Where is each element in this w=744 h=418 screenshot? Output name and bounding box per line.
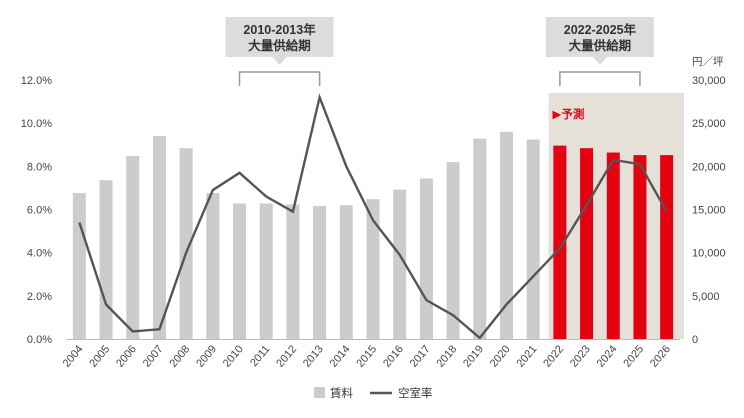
- line-layer: [78, 93, 668, 340]
- x-tick-2015: 2015: [354, 343, 379, 369]
- callout-pointer-0: [272, 57, 287, 65]
- y-right-tick-5: 25,000: [692, 118, 726, 130]
- x-tick-2013: 2013: [301, 343, 326, 369]
- bar-2009: [206, 193, 220, 339]
- bar-2013: [313, 206, 327, 339]
- x-tick-2020: 2020: [488, 343, 513, 369]
- callout-pointer-1: [592, 57, 607, 65]
- y-right-unit-label: 円／坪: [692, 55, 724, 68]
- callout-box-1: [545, 17, 654, 57]
- legend-item-1: 空室率: [370, 386, 433, 400]
- callout-line2-0: 大量供給期: [248, 38, 311, 53]
- bar-2014: [339, 205, 353, 339]
- x-tick-2004: 2004: [61, 343, 86, 369]
- x-tick-2024: 2024: [595, 343, 620, 369]
- x-tick-2010: 2010: [221, 343, 246, 369]
- x-tick-2016: 2016: [381, 343, 406, 369]
- y-left-tick-0: 0.0%: [27, 334, 52, 346]
- bar-2018: [446, 162, 460, 339]
- y-right-tick-6: 30,000: [692, 75, 726, 87]
- bar-2012: [286, 204, 300, 339]
- bar-2016: [393, 189, 407, 339]
- bar-2020: [499, 131, 513, 339]
- bar-2008: [179, 148, 193, 339]
- x-tick-2025: 2025: [621, 343, 646, 369]
- callout-bracket-1: [559, 71, 641, 86]
- legend-layer: 賃料 空室率: [314, 386, 433, 400]
- bar-2022: [553, 145, 567, 339]
- legend-label-1: 空室率: [398, 386, 433, 400]
- legend-item-0: 賃料: [314, 386, 353, 400]
- callout-line1-0: 2010-2013年: [243, 22, 316, 37]
- legend-label-0: 賃料: [330, 386, 353, 400]
- y-left-tick-5: 10.0%: [21, 118, 52, 130]
- bar-2010: [233, 203, 247, 339]
- x-tick-2005: 2005: [87, 343, 112, 369]
- y-left-tick-3: 6.0%: [27, 205, 52, 217]
- x-tick-2026: 2026: [648, 343, 673, 369]
- x-tick-2006: 2006: [114, 343, 139, 369]
- legend-swatch-bar: [314, 387, 325, 398]
- bar-2026: [660, 155, 674, 339]
- x-tick-2017: 2017: [408, 343, 433, 369]
- y-left-tick-4: 8.0%: [27, 161, 52, 173]
- bar-2017: [419, 178, 433, 339]
- y-left-tick-6: 12.0%: [21, 75, 52, 87]
- bars-layer: [72, 131, 674, 339]
- callout-line2-1: 大量供給期: [569, 38, 632, 53]
- x-tick-2014: 2014: [328, 343, 353, 369]
- bar-2011: [259, 203, 273, 339]
- x-tick-2007: 2007: [141, 343, 166, 369]
- callout-line1-1: 2022-2025年: [564, 22, 637, 37]
- bar-2024: [606, 152, 620, 339]
- callout-bracket-0: [238, 71, 321, 86]
- bar-2023: [580, 148, 594, 339]
- y-right-tick-1: 5,000: [692, 291, 720, 303]
- bar-2021: [526, 139, 540, 339]
- x-tick-2022: 2022: [541, 343, 566, 369]
- bar-2004: [72, 193, 86, 339]
- y-right-tick-2: 10,000: [692, 248, 726, 260]
- bar-2006: [126, 155, 140, 339]
- y-left-tick-2: 4.0%: [27, 248, 52, 260]
- y-right-tick-0: 0: [692, 334, 698, 346]
- x-tick-2018: 2018: [434, 343, 459, 369]
- x-tick-2019: 2019: [461, 343, 486, 369]
- y-right-tick-4: 20,000: [692, 161, 726, 173]
- x-tick-2009: 2009: [194, 343, 219, 369]
- y-left-tick-1: 2.0%: [27, 291, 52, 303]
- bar-2025: [633, 155, 647, 339]
- bar-2015: [366, 199, 380, 339]
- bar-2005: [99, 180, 113, 339]
- x-tick-2012: 2012: [274, 343, 299, 369]
- bar-2019: [473, 138, 487, 339]
- callout-box-0: [225, 17, 334, 57]
- x-tick-2023: 2023: [568, 343, 593, 369]
- x-tick-2011: 2011: [248, 343, 272, 369]
- forecast-label: ▶予測: [553, 107, 585, 121]
- x-tick-2008: 2008: [167, 343, 192, 369]
- x-tick-2021: 2021: [515, 343, 540, 369]
- bar-2007: [152, 136, 166, 339]
- y-right-tick-3: 15,000: [692, 205, 726, 217]
